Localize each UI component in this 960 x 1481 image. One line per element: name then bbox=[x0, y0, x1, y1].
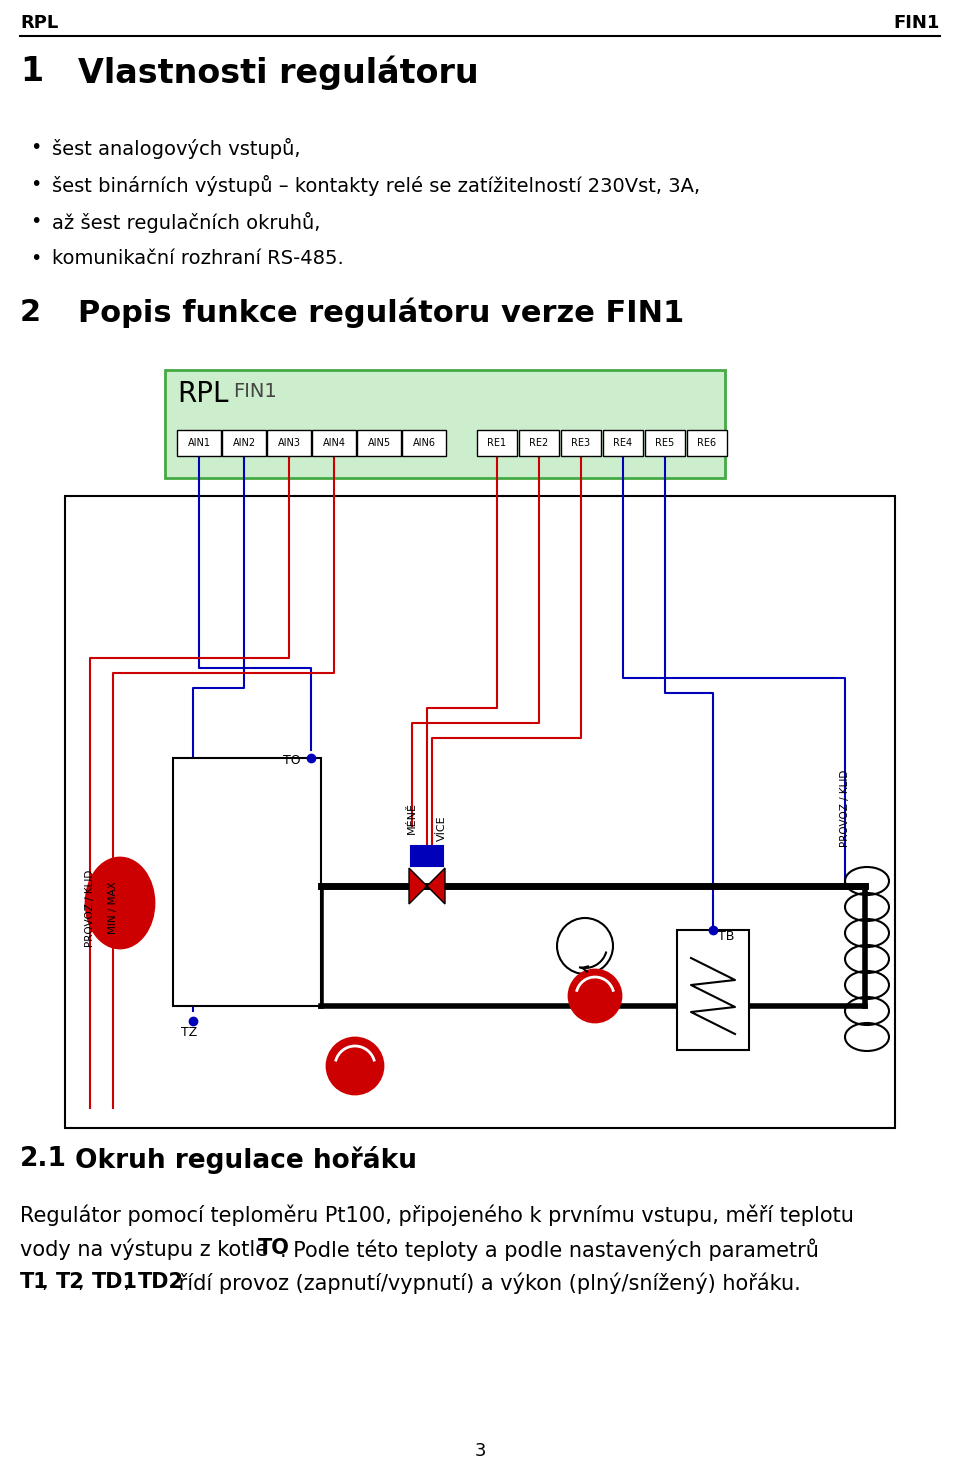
Bar bbox=[561, 429, 601, 456]
Text: TD1: TD1 bbox=[92, 1272, 138, 1291]
Bar bbox=[222, 429, 266, 456]
Bar bbox=[177, 429, 221, 456]
Text: FIN1: FIN1 bbox=[233, 382, 276, 401]
Text: TZ: TZ bbox=[181, 1026, 197, 1040]
Text: PROVOZ / KLID: PROVOZ / KLID bbox=[85, 869, 95, 946]
Text: 3: 3 bbox=[474, 1442, 486, 1460]
Bar bbox=[165, 370, 725, 478]
Text: RE4: RE4 bbox=[613, 438, 633, 447]
Text: AIN1: AIN1 bbox=[187, 438, 210, 447]
Circle shape bbox=[557, 918, 613, 974]
Text: 2: 2 bbox=[20, 298, 41, 327]
Text: ,: , bbox=[42, 1272, 56, 1291]
Text: 1: 1 bbox=[20, 55, 43, 87]
Text: RE2: RE2 bbox=[529, 438, 548, 447]
Polygon shape bbox=[427, 868, 445, 903]
Text: TO: TO bbox=[258, 1238, 290, 1257]
Text: RE5: RE5 bbox=[656, 438, 675, 447]
Text: RE1: RE1 bbox=[488, 438, 507, 447]
Bar bbox=[65, 496, 895, 1129]
Text: MÉNĚ: MÉNĚ bbox=[407, 803, 417, 834]
Text: •: • bbox=[30, 249, 41, 268]
Text: řídí provoz (zapnutí/vypnutí) a výkon (plný/snížený) hořáku.: řídí provoz (zapnutí/vypnutí) a výkon (p… bbox=[172, 1272, 801, 1293]
Bar bbox=[357, 429, 401, 456]
Text: vody na výstupu z kotle: vody na výstupu z kotle bbox=[20, 1238, 275, 1259]
Polygon shape bbox=[409, 868, 427, 903]
Text: AIN2: AIN2 bbox=[232, 438, 255, 447]
Text: AIN3: AIN3 bbox=[277, 438, 300, 447]
Bar bbox=[519, 429, 559, 456]
Circle shape bbox=[327, 1038, 383, 1094]
Text: komunikační rozhraní RS-485.: komunikační rozhraní RS-485. bbox=[52, 249, 344, 268]
Text: šest analogových vstupů,: šest analogových vstupů, bbox=[52, 138, 300, 158]
Text: T1: T1 bbox=[20, 1272, 49, 1291]
Text: 2.1: 2.1 bbox=[20, 1146, 67, 1171]
Text: RPL: RPL bbox=[20, 13, 59, 33]
Text: TB: TB bbox=[718, 930, 734, 943]
Text: •: • bbox=[30, 212, 41, 231]
Bar bbox=[477, 429, 517, 456]
Text: AIN4: AIN4 bbox=[323, 438, 346, 447]
Text: . Podle této teploty a podle nastavených parametrů: . Podle této teploty a podle nastavených… bbox=[280, 1238, 819, 1260]
Text: FIN1: FIN1 bbox=[894, 13, 940, 33]
Text: šest binárních výstupů – kontakty relé se zatížitelností 230Vst, 3A,: šest binárních výstupů – kontakty relé s… bbox=[52, 175, 700, 195]
Text: T2: T2 bbox=[56, 1272, 84, 1291]
Text: Okruh regulace hořáku: Okruh regulace hořáku bbox=[75, 1146, 417, 1174]
Bar bbox=[402, 429, 446, 456]
Text: až šest regulačních okruhů,: až šest regulačních okruhů, bbox=[52, 212, 321, 233]
Bar bbox=[645, 429, 685, 456]
Text: TD2: TD2 bbox=[138, 1272, 184, 1291]
Text: TO: TO bbox=[283, 754, 300, 767]
Text: •: • bbox=[30, 138, 41, 157]
Bar bbox=[677, 930, 749, 1050]
Text: MIN / MAX: MIN / MAX bbox=[108, 881, 118, 935]
Bar bbox=[411, 846, 443, 866]
Text: RE3: RE3 bbox=[571, 438, 590, 447]
Bar bbox=[267, 429, 311, 456]
Text: RPL: RPL bbox=[177, 381, 228, 407]
Text: Popis funkce regulátoru verze FIN1: Popis funkce regulátoru verze FIN1 bbox=[78, 298, 684, 329]
Circle shape bbox=[569, 970, 621, 1022]
Bar bbox=[173, 758, 321, 1006]
Text: ,: , bbox=[124, 1272, 137, 1291]
Text: •: • bbox=[30, 175, 41, 194]
Bar bbox=[603, 429, 643, 456]
Text: RE6: RE6 bbox=[697, 438, 716, 447]
Text: AIN5: AIN5 bbox=[368, 438, 391, 447]
Text: VÍCE: VÍCE bbox=[437, 815, 447, 841]
Text: PROVOZ / KLID: PROVOZ / KLID bbox=[840, 769, 850, 847]
Ellipse shape bbox=[86, 857, 154, 948]
Bar bbox=[687, 429, 727, 456]
Bar bbox=[312, 429, 356, 456]
Text: ,: , bbox=[78, 1272, 91, 1291]
Text: Regulátor pomocí teploměru Pt100, připojeného k prvnímu vstupu, měří teplotu: Regulátor pomocí teploměru Pt100, připoj… bbox=[20, 1204, 853, 1225]
Text: AIN6: AIN6 bbox=[413, 438, 436, 447]
Text: Vlastnosti regulátoru: Vlastnosti regulátoru bbox=[78, 55, 479, 89]
